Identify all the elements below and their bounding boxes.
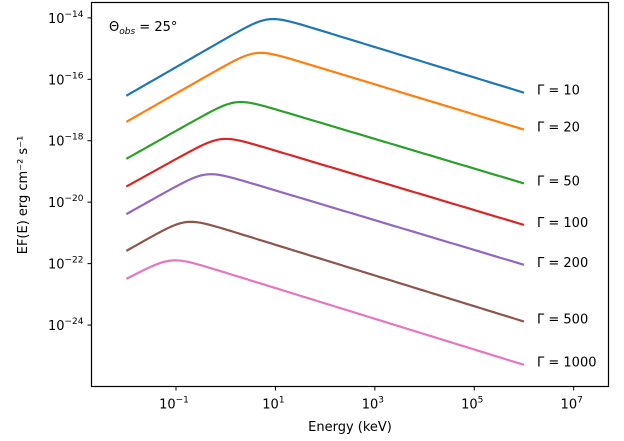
series-labels: Γ = 10 Γ = 20 Γ = 50 Γ = 100 Γ = 200 Γ = 500 Γ… — [537, 84, 596, 371]
x-tick-label: 10−1 — [159, 396, 189, 413]
series-line — [125, 259, 525, 366]
y-axis-ticks: 10−14 10−16 10−18 10−20 10−22 10−24 — [48, 10, 92, 334]
series-lines — [125, 17, 525, 366]
x-tick-label: 105 — [461, 396, 483, 413]
series-label: Γ = 1000 — [537, 356, 596, 371]
annotation-subscript: obs — [119, 27, 135, 37]
plot-frame — [90, 1, 610, 388]
series-line — [125, 51, 525, 131]
y-tick-label: 10−16 — [48, 71, 84, 88]
y-tick-label: 10−18 — [48, 133, 84, 150]
series-line — [125, 17, 525, 97]
x-tick-label: 103 — [362, 396, 384, 413]
series-label: Γ = 500 — [537, 313, 588, 328]
y-axis-label: EF(E) erg cm⁻² s⁻¹ — [16, 136, 31, 255]
series-label: Γ = 20 — [537, 121, 580, 136]
annotation-theta: Θ — [109, 20, 119, 35]
series-label: Γ = 200 — [537, 256, 588, 271]
series-line — [125, 173, 525, 266]
series-label: Γ = 10 — [537, 84, 580, 99]
x-axis-ticks: 10−1 101 103 105 107 — [159, 386, 583, 413]
y-tick-label: 10−20 — [48, 194, 84, 211]
series-line — [125, 100, 525, 185]
obs-angle-annotation: Θobs = 25° — [109, 20, 177, 37]
x-tick-label: 107 — [561, 396, 583, 413]
y-tick-label: 10−24 — [48, 317, 84, 334]
x-tick-label: 101 — [262, 396, 284, 413]
series-line — [125, 137, 525, 226]
series-line — [125, 220, 525, 323]
annotation-value: = 25° — [135, 20, 177, 35]
series-label: Γ = 100 — [537, 216, 588, 231]
x-axis-label: Energy (keV) — [308, 420, 392, 435]
y-tick-label: 10−22 — [48, 256, 84, 273]
y-tick-label: 10−14 — [48, 10, 84, 27]
series-label: Γ = 50 — [537, 174, 580, 189]
